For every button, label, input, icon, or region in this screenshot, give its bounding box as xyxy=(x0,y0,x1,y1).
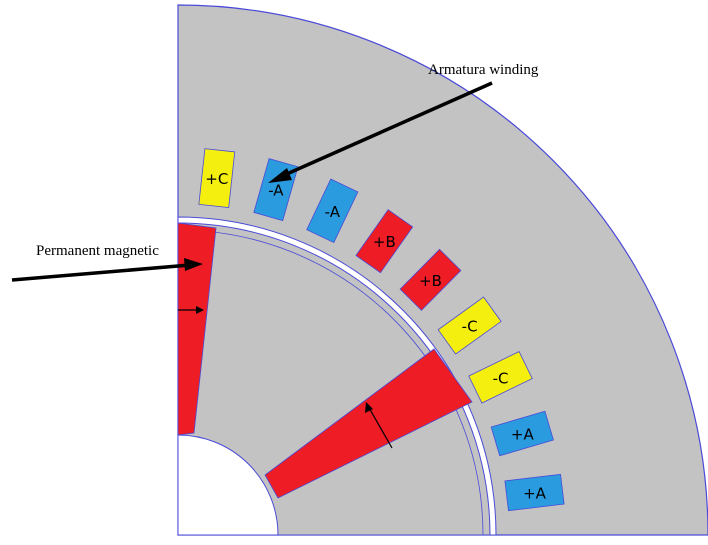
shaft-hole xyxy=(177,434,279,536)
winding-coil-6 xyxy=(437,296,502,355)
winding-label-5: +B xyxy=(419,272,442,290)
winding-coil-8 xyxy=(490,410,554,457)
permanent-magnet-2 xyxy=(264,348,473,499)
armature-winding-label: Armatura winding xyxy=(428,62,539,78)
winding-coil-1 xyxy=(198,148,236,208)
armature-slots: +C -A -A +B +B -C -C +A +A xyxy=(198,148,565,512)
winding-label-8: +A xyxy=(511,426,535,444)
armature-pointer-arrowhead xyxy=(268,168,292,183)
armature-pointer-line xyxy=(279,81,493,179)
magnet-2-direction-arrow xyxy=(367,405,393,449)
magnet-2-arrowhead xyxy=(365,402,373,413)
rotor-core xyxy=(177,222,491,536)
rotor-sleeve-edge xyxy=(177,229,484,536)
winding-label-9: +A xyxy=(523,485,547,503)
winding-label-1: +C xyxy=(205,170,228,188)
armature-slot-4: +B xyxy=(355,209,414,274)
winding-label-4: +B xyxy=(373,233,396,251)
magnet-1-arrowhead xyxy=(196,306,204,314)
armature-slot-1: +C xyxy=(198,148,236,208)
armature-slot-5: +B xyxy=(399,248,462,311)
winding-coil-7 xyxy=(468,351,533,404)
winding-label-2: -A xyxy=(268,182,284,200)
armature-slot-6: -C xyxy=(437,296,502,355)
magnet-pointer-line xyxy=(11,263,191,282)
winding-coil-9 xyxy=(504,473,565,512)
winding-label-6: -C xyxy=(462,318,478,336)
armature-slot-8: +A xyxy=(490,410,554,457)
magnet-pointer-arrowhead xyxy=(184,258,203,271)
winding-coil-4 xyxy=(355,209,414,274)
armature-slot-7: -C xyxy=(468,351,533,404)
winding-coil-3 xyxy=(306,178,359,244)
winding-label-3: -A xyxy=(325,203,341,221)
permanent-magnet-1 xyxy=(177,222,217,436)
armature-slot-9: +A xyxy=(504,473,565,512)
armature-slot-3: -A xyxy=(306,178,359,244)
permanent-magnetic-label: Permanent magnetic xyxy=(36,243,159,259)
winding-label-7: -C xyxy=(493,369,509,387)
winding-coil-5 xyxy=(399,248,462,311)
